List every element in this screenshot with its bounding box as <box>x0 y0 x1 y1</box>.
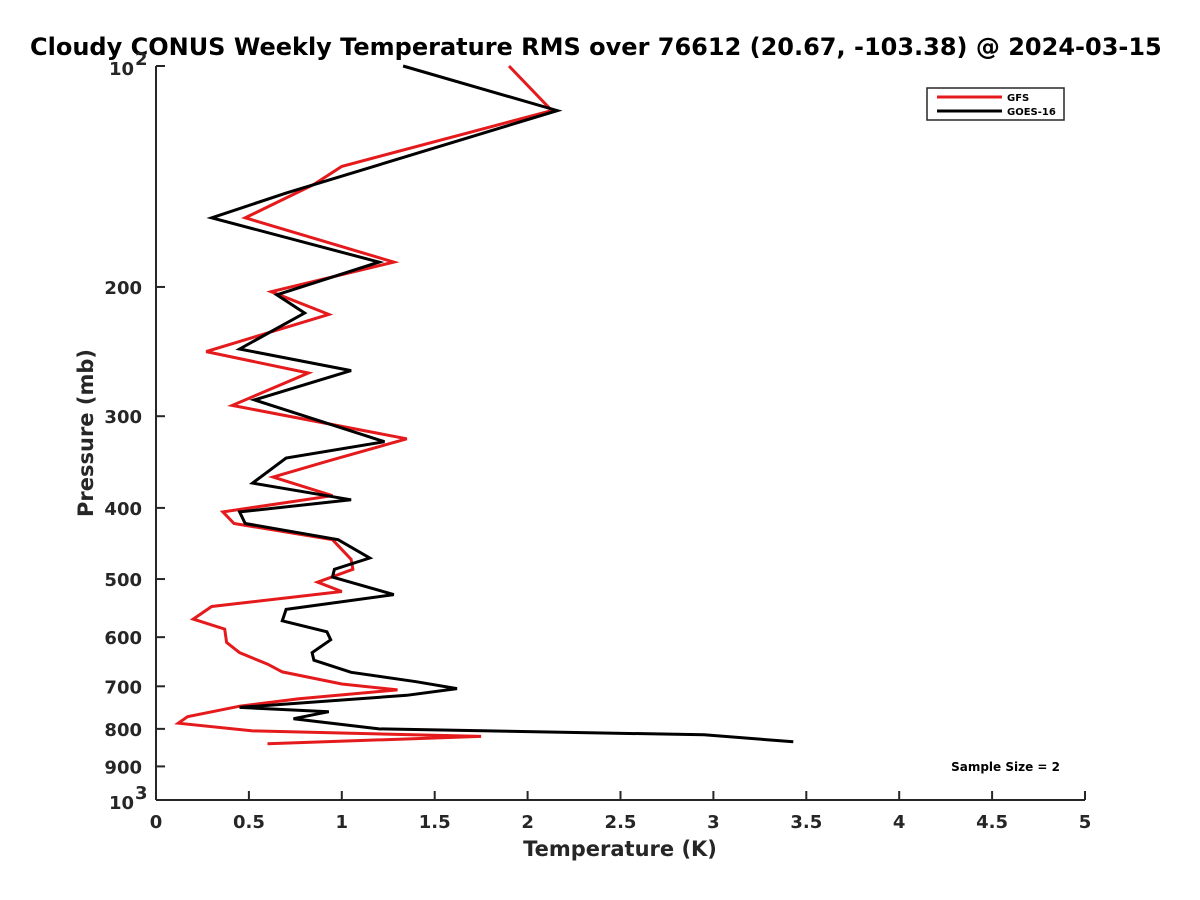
x-tick-label: 4.5 <box>976 812 1008 833</box>
x-tick-label: 2.5 <box>605 812 637 833</box>
legend: GFS GOES-16 <box>926 87 1065 121</box>
y-tick-label: 900 <box>104 757 142 778</box>
series-line-goes-16 <box>206 64 794 744</box>
y-tick-exponent: 2 <box>135 49 148 70</box>
x-tick-label: 1 <box>336 812 349 833</box>
axes-layer: 0 0.5 1 1.5 2 2.5 3 3.5 4 4.5 510 22003004005006007… <box>104 49 1091 833</box>
x-tick-label: 5 <box>1079 812 1092 833</box>
y-tick-label: 300 <box>104 407 142 428</box>
x-tick-label: 0 <box>150 812 163 833</box>
legend-box <box>926 87 1065 121</box>
x-tick-label: 2 <box>521 812 534 833</box>
y-tick-label: 700 <box>104 677 142 698</box>
legend-label-goes-16: GOES-16 <box>1007 107 1056 118</box>
x-tick-label: 4 <box>893 812 906 833</box>
y-tick-label: 10 <box>109 59 134 80</box>
x-axis-label: Temperature (K) <box>523 837 717 861</box>
y-tick-label: 600 <box>104 628 142 649</box>
legend-label-gfs: GFS <box>1007 93 1029 104</box>
y-tick-label: 500 <box>104 570 142 591</box>
y-tick-label: 200 <box>104 278 142 299</box>
x-tick-label: 3 <box>707 812 720 833</box>
y-axis-label: Pressure (mb) <box>74 349 98 517</box>
y-tick-label: 800 <box>104 720 142 741</box>
y-tick-exponent: 3 <box>135 783 148 804</box>
y-tick-label: 10 <box>109 793 134 814</box>
chart-title: Cloudy CONUS Weekly Temperature RMS over… <box>30 33 1162 61</box>
series-layer <box>174 64 794 746</box>
y-tick-label: 400 <box>104 499 142 520</box>
x-tick-label: 0.5 <box>233 812 265 833</box>
x-tick-label: 1.5 <box>419 812 451 833</box>
sample-size-annotation: Sample Size = 2 <box>951 760 1060 774</box>
x-tick-label: 3.5 <box>790 812 822 833</box>
